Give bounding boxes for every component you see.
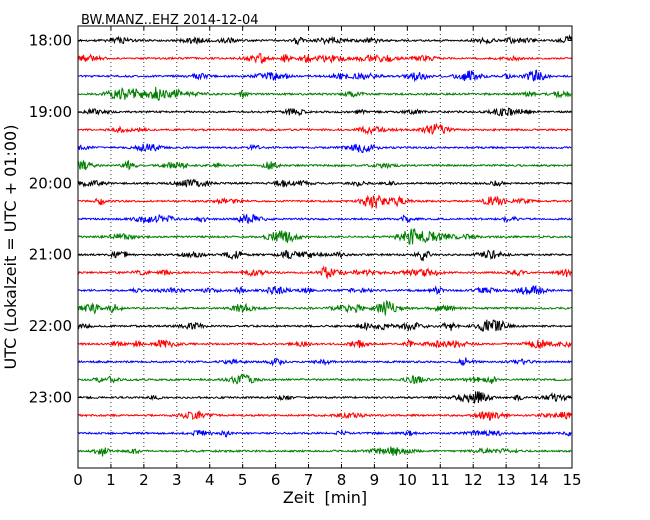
- x-tick-label: 0: [73, 471, 83, 489]
- seismic-trace: [77, 159, 572, 171]
- x-tick-label: 15: [562, 471, 581, 489]
- seismic-trace: [77, 265, 572, 280]
- seismic-trace: [77, 299, 572, 316]
- seismic-trace: [77, 284, 572, 296]
- chart-title: BW.MANZ..EHZ 2014-12-04: [81, 13, 259, 28]
- x-tick-label: 14: [530, 471, 549, 489]
- seismic-trace: [77, 123, 572, 136]
- trace-group: [77, 34, 572, 457]
- x-tick-label: 8: [337, 471, 347, 489]
- y-tick-label: 22:00: [29, 317, 72, 335]
- seismic-trace: [77, 357, 572, 367]
- x-tick-label: 5: [238, 471, 248, 489]
- x-tick-label: 7: [304, 471, 314, 489]
- seismic-trace: [77, 178, 572, 188]
- x-tick-label: 9: [370, 471, 380, 489]
- seismic-trace: [77, 194, 572, 209]
- y-tick-label: 19:00: [29, 103, 72, 121]
- y-tick-label: 20:00: [29, 174, 72, 192]
- x-axis-label: Zeit [min]: [283, 488, 367, 507]
- seismic-trace: [77, 86, 572, 101]
- axis-ticks: [77, 26, 573, 468]
- plot-frame: [77, 25, 573, 469]
- x-tick-label: 1: [106, 471, 116, 489]
- seismic-trace: [77, 410, 572, 421]
- tick-labels: 0 1 2 3 4 5 6 7 8 9 10 11 12 13 14 1518:0019:0020:0021:…: [29, 32, 582, 490]
- x-tick-label: 4: [205, 471, 215, 489]
- seismic-trace: [77, 69, 572, 83]
- y-tick-label: 21:00: [29, 246, 72, 264]
- seismic-trace: [77, 249, 572, 262]
- seismic-trace: [77, 34, 572, 46]
- seismic-trace: [77, 213, 572, 225]
- seismic-trace: [77, 227, 572, 245]
- x-tick-label: 3: [172, 471, 182, 489]
- seismic-trace: [77, 373, 572, 385]
- plot-area: [78, 26, 572, 468]
- y-axis-label: UTC (Lokalzeit = UTC + 01:00): [1, 125, 20, 370]
- x-tick-label: 6: [271, 471, 281, 489]
- x-tick-label: 2: [139, 471, 149, 489]
- y-tick-label: 18:00: [29, 32, 72, 50]
- y-tick-label: 23:00: [29, 389, 72, 407]
- seismic-trace: [77, 391, 572, 404]
- x-tick-label: 12: [464, 471, 483, 489]
- seismic-trace: [77, 143, 572, 154]
- seismic-trace: [77, 53, 572, 64]
- seismic-trace: [77, 107, 572, 117]
- seismic-trace: [77, 319, 572, 332]
- seismic-trace: [77, 446, 572, 457]
- grid-lines: [110, 26, 540, 468]
- seismic-trace: [77, 338, 572, 349]
- x-tick-label: 13: [497, 471, 516, 489]
- x-tick-label: 11: [431, 471, 450, 489]
- seismic-trace: [77, 428, 572, 438]
- x-tick-label: 10: [398, 471, 417, 489]
